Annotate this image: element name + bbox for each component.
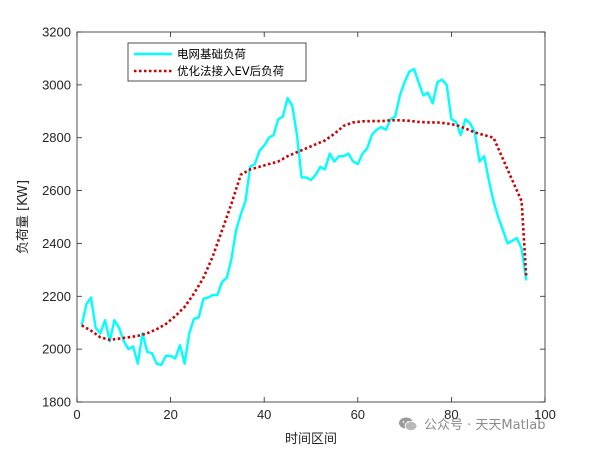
legend-label-ev: 优化法接入EV后负荷 (177, 64, 284, 78)
wechat-icon (399, 417, 418, 431)
y-tick-label: 2800 (42, 130, 71, 145)
series-line-0 (80, 67, 528, 367)
y-tick-label: 2200 (42, 289, 71, 304)
y-tick-label: 2000 (42, 342, 71, 357)
legend-box (127, 42, 307, 82)
x-tick-label: 80 (444, 407, 458, 422)
y-tick-label: 2600 (42, 183, 71, 198)
watermark-text: 公众号 · 天天Matlab (424, 418, 546, 433)
y-axis-label: 负荷量 [KW] (16, 180, 31, 254)
x-tick-label: 100 (534, 407, 556, 422)
y-tick-label: 3000 (42, 77, 71, 92)
x-tick-label: 20 (163, 407, 177, 422)
watermark: 公众号 · 天天Matlab (398, 414, 546, 433)
y-tick-label: 2400 (42, 236, 71, 251)
tick-labels: 0 20 40 60 80 100 1800 2000 2200 2400 2600 2800 3000… (42, 25, 556, 423)
axes-frame (76, 31, 546, 403)
series-line-1 (81, 119, 528, 342)
x-tick-label: 40 (257, 407, 271, 422)
y-tick-label: 1800 (42, 395, 71, 410)
x-tick-label: 0 (73, 407, 80, 422)
legend-label-base: 电网基础负荷 (177, 47, 246, 61)
y-tick-label: 3200 (42, 25, 71, 40)
x-tick-label: 60 (351, 407, 365, 422)
x-axis-label: 时间区间 (285, 432, 337, 447)
axes (76, 31, 546, 403)
plot-area (80, 67, 528, 367)
legend: 电网基础负荷 优化法接入EV后负荷 (127, 42, 307, 82)
